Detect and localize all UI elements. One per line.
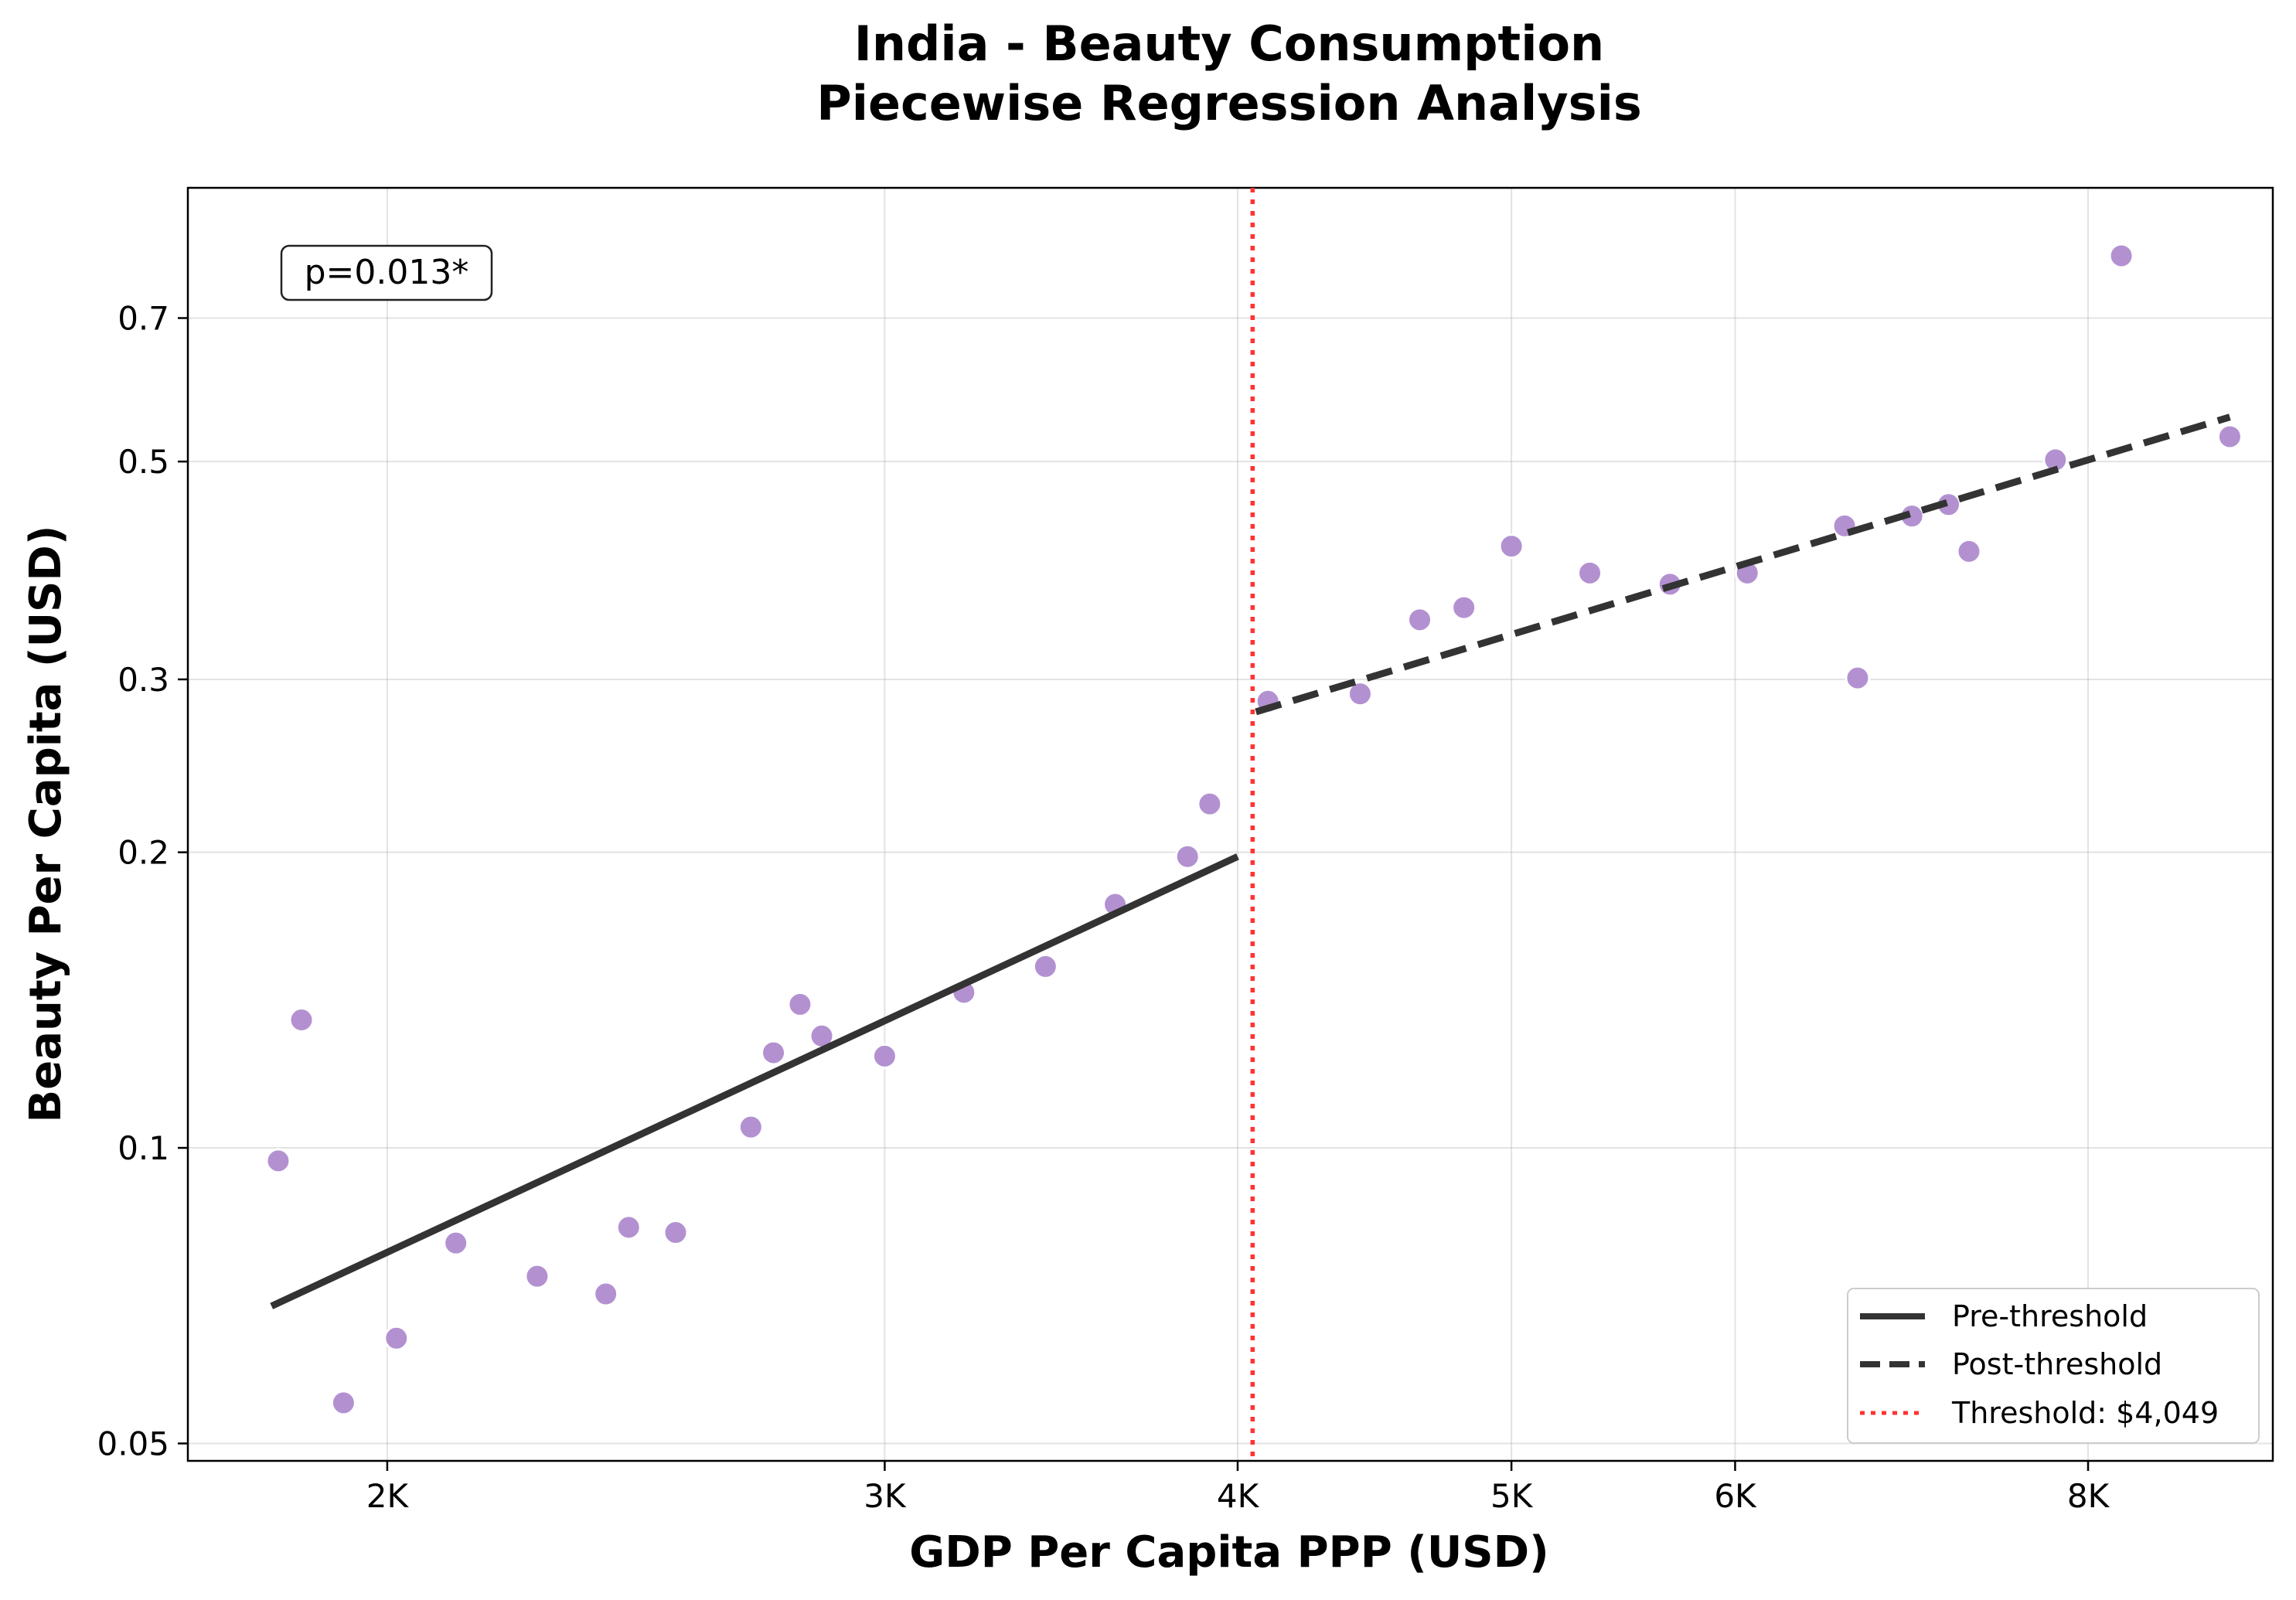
data-point: [443, 1230, 469, 1256]
chart-title-line-2: Piecewise Regression Analysis: [816, 75, 1641, 131]
plot-area: [186, 186, 2274, 1462]
data-point: [1032, 953, 1058, 979]
y-tick-label: 0.2: [118, 834, 169, 872]
x-axis-ticks: 2K 3K 4K 5K 6K 8K: [366, 1461, 2110, 1515]
x-tick-label: 3K: [864, 1477, 907, 1515]
data-point: [383, 1325, 410, 1351]
pre-threshold-line: [270, 853, 1239, 1309]
data-point: [1577, 560, 1603, 586]
y-tick-label: 0.5: [118, 443, 169, 481]
regression-lines: [270, 188, 2231, 1461]
p-value-annotation: p=0.013*: [280, 244, 493, 301]
post-threshold-line: [1255, 414, 2231, 716]
x-tick-label: 6K: [1714, 1477, 1757, 1515]
data-point: [663, 1220, 689, 1246]
p-value-text: p=0.013*: [305, 253, 469, 292]
y-axis-label: Beauty Per Capita (USD): [21, 526, 71, 1123]
y-tick-label: 0.7: [118, 299, 169, 337]
data-point: [1498, 533, 1524, 560]
legend: Pre-threshold Post-threshold Threshold: …: [1847, 1288, 2260, 1444]
x-tick-label: 8K: [2067, 1477, 2110, 1515]
x-axis-label: GDP Per Capita PPP (USD): [909, 1527, 1548, 1578]
data-point: [288, 1006, 315, 1033]
legend-label-pre-threshold: Pre-threshold: [1952, 1299, 2148, 1333]
data-point: [2216, 424, 2243, 450]
x-tick-label: 4K: [1217, 1477, 1260, 1515]
data-point: [265, 1148, 291, 1174]
data-point: [593, 1281, 619, 1307]
y-tick-label: 0.1: [118, 1129, 169, 1167]
y-tick-label: 0.05: [97, 1425, 169, 1462]
legend-label-threshold: Threshold: $4,049: [1951, 1396, 2219, 1430]
x-tick-label: 5K: [1490, 1477, 1534, 1515]
data-point: [1347, 681, 1373, 707]
y-axis-ticks: 0.05 0.1 0.2 0.3 0.5 0.7: [97, 299, 188, 1462]
x-tick-label: 2K: [366, 1477, 410, 1515]
legend-box: [1847, 1288, 2260, 1444]
data-point: [615, 1214, 642, 1241]
data-point: [2108, 243, 2134, 269]
data-point: [1174, 843, 1201, 870]
data-point: [1956, 538, 1982, 564]
data-point: [524, 1263, 550, 1289]
data-point: [1845, 665, 1871, 691]
chart-title-line-1: India - Beauty Consumption: [854, 15, 1604, 72]
y-tick-label: 0.3: [118, 661, 169, 699]
scatter-points: [265, 243, 2243, 1416]
annotation-box: [280, 244, 493, 301]
legend-label-post-threshold: Post-threshold: [1952, 1347, 2162, 1381]
data-point: [738, 1114, 764, 1140]
data-point: [1451, 594, 1477, 621]
data-point: [1197, 791, 1223, 817]
data-point: [871, 1043, 898, 1069]
data-point: [1407, 607, 1433, 633]
data-point: [787, 991, 813, 1017]
data-point: [330, 1390, 356, 1416]
data-point: [761, 1040, 787, 1066]
